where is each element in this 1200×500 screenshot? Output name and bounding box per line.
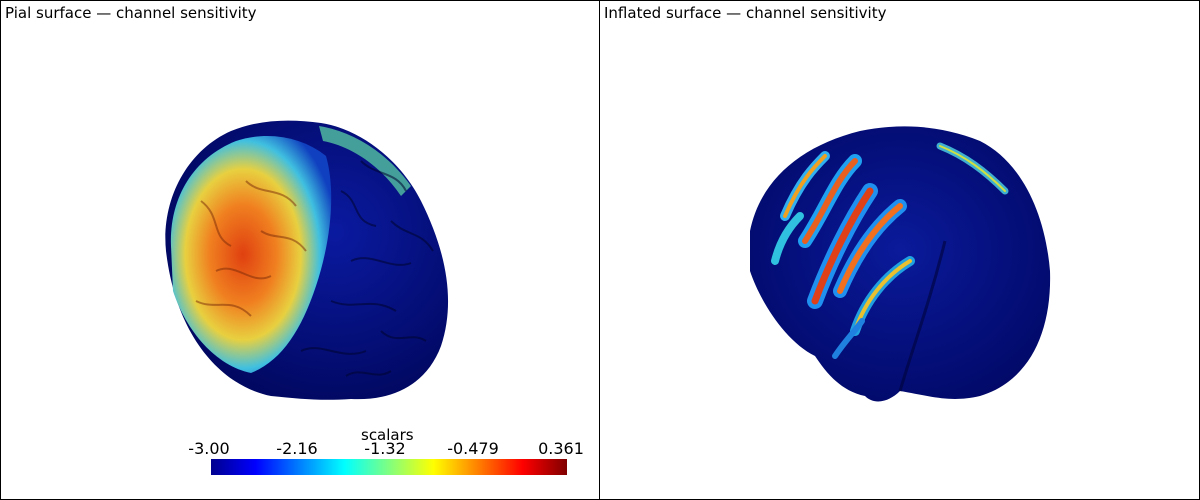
inflated-sensitivity-bands (771, 142, 1009, 359)
colorbar-tick-label: -3.00 (188, 439, 230, 458)
pial-surface-viewport[interactable]: Pial surface — channel sensitivity (0, 0, 600, 500)
colorbar-gradient (211, 459, 567, 475)
inflated-brain-render[interactable] (600, 1, 1200, 500)
colorbar-tick-label: 0.361 (538, 439, 584, 458)
inflated-lobe-seam (898, 240, 947, 392)
pial-viewport-title: Pial surface — channel sensitivity (5, 4, 257, 22)
colorbar-tick-label: -0.479 (447, 439, 499, 458)
pial-brain-render[interactable] (1, 1, 600, 500)
colorbar-tick-label: -1.32 (364, 439, 406, 458)
inflated-surface-viewport[interactable]: Inflated surface — channel sensitivity (599, 0, 1200, 500)
pial-gyri-warm-texture (195, 180, 307, 317)
pial-high-sensitivity-region (170, 136, 332, 373)
pial-sulci-texture (300, 160, 434, 377)
colorbar-title: scalars (361, 426, 414, 444)
colorbar-tick-label: -2.16 (276, 439, 318, 458)
pial-top-sensitivity-strip (319, 126, 411, 196)
inflated-viewport-title: Inflated surface — channel sensitivity (604, 4, 887, 22)
